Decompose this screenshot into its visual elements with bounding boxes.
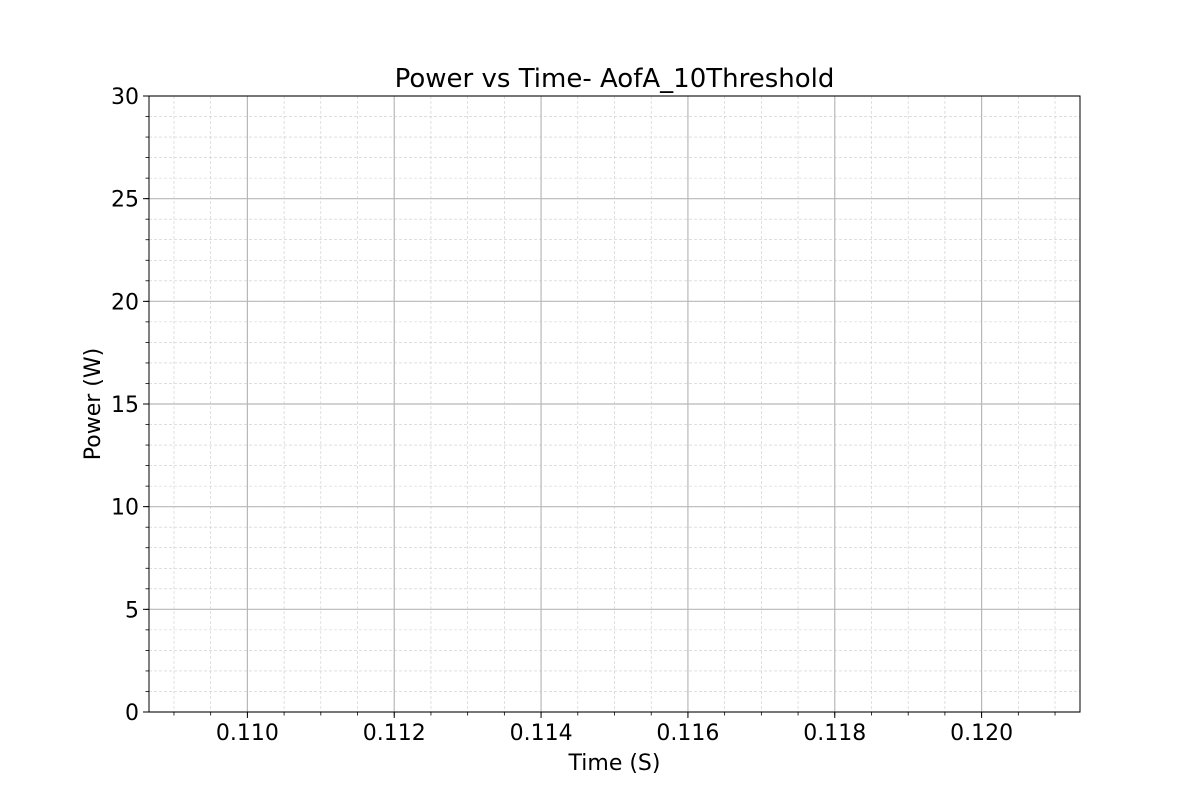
y-tick-label: 5: [125, 598, 139, 623]
x-tick-label: 0.120: [950, 721, 1013, 746]
x-tick-label: 0.118: [803, 721, 866, 746]
x-axis-ticks: 0.110 0.112 0.114 0.116 0.118 0.120: [173, 712, 1056, 746]
x-tick-label: 0.114: [510, 721, 573, 746]
y-tick-label: 25: [111, 188, 139, 213]
x-tick-label: 0.116: [656, 721, 719, 746]
chart-title: Power vs Time- AofA_10Threshold: [395, 64, 835, 94]
y-tick-label: 10: [111, 496, 139, 521]
y-axis-ticks: 0 5 10 15 20 25 30: [111, 85, 149, 726]
x-tick-label: 0.110: [216, 721, 279, 746]
y-tick-label: 0: [125, 701, 139, 726]
x-axis-label: Time (S): [568, 751, 661, 776]
y-tick-label: 30: [111, 85, 139, 110]
plot-area: 0.110 0.112 0.114 0.116 0.118 0.120 0 5 10 15 20 2…: [111, 85, 1081, 746]
y-tick-label: 20: [111, 290, 139, 315]
x-tick-label: 0.112: [363, 721, 426, 746]
y-tick-label: 15: [111, 393, 139, 418]
y-axis-label: Power (W): [81, 348, 106, 460]
